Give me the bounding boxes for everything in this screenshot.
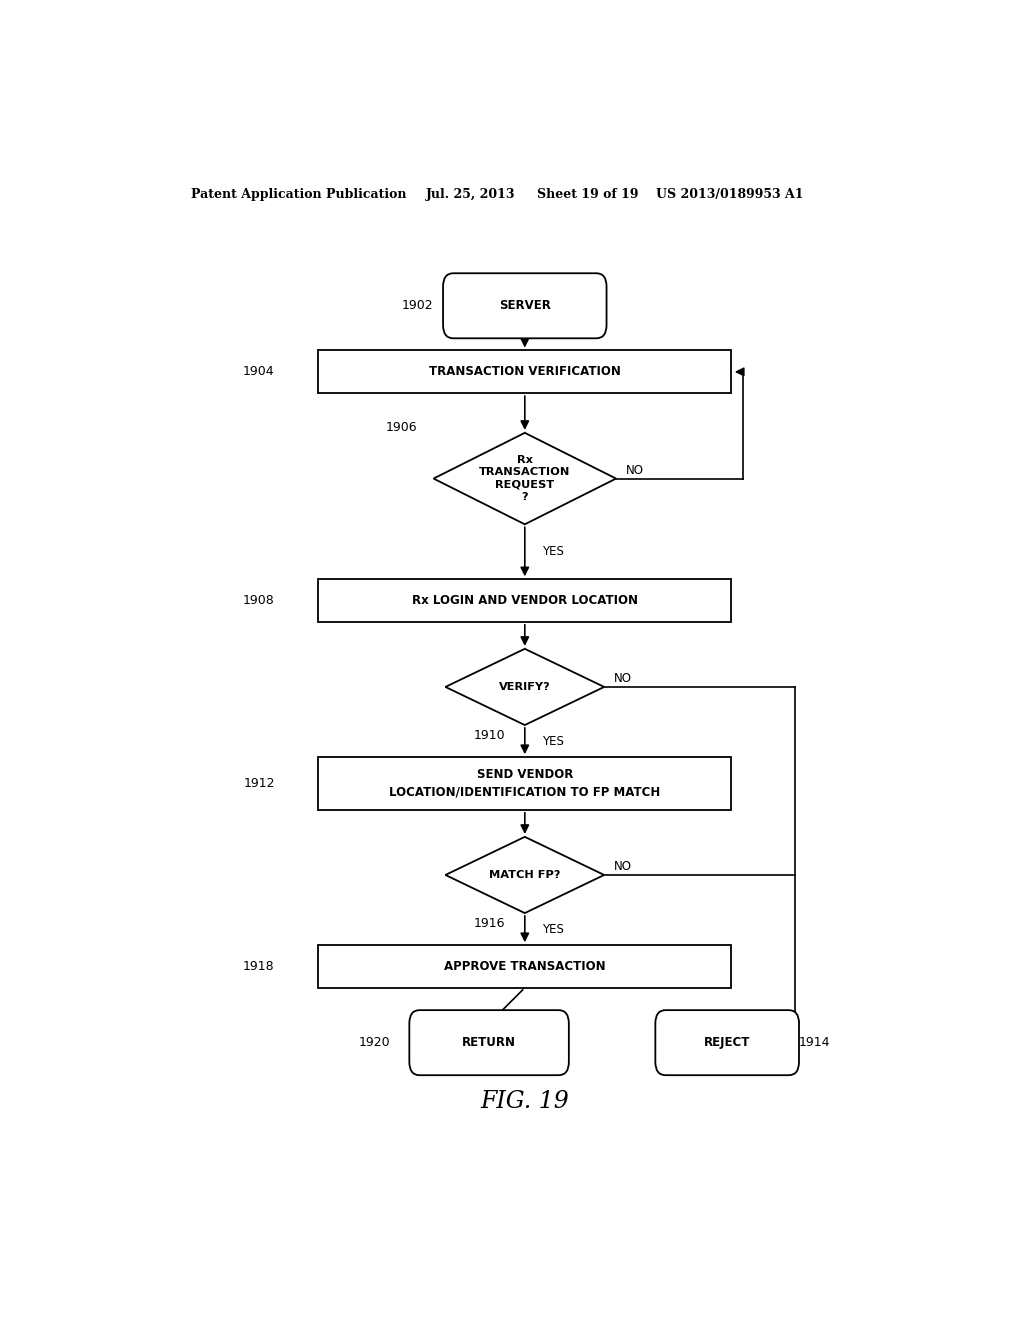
Polygon shape: [445, 837, 604, 913]
FancyBboxPatch shape: [318, 579, 731, 622]
Text: Sheet 19 of 19: Sheet 19 of 19: [537, 189, 638, 202]
Text: Rx LOGIN AND VENDOR LOCATION: Rx LOGIN AND VENDOR LOCATION: [412, 594, 638, 607]
Text: 1908: 1908: [243, 594, 274, 607]
Text: 1904: 1904: [243, 366, 274, 379]
FancyBboxPatch shape: [443, 273, 606, 338]
Polygon shape: [433, 433, 616, 524]
Text: REJECT: REJECT: [703, 1036, 751, 1049]
Text: US 2013/0189953 A1: US 2013/0189953 A1: [655, 189, 803, 202]
Text: 1920: 1920: [358, 1036, 390, 1049]
FancyBboxPatch shape: [655, 1010, 799, 1076]
Text: 1910: 1910: [473, 729, 505, 742]
FancyBboxPatch shape: [318, 945, 731, 987]
Text: 1906: 1906: [386, 421, 418, 434]
Text: VERIFY?: VERIFY?: [499, 682, 551, 692]
Text: SERVER: SERVER: [499, 300, 551, 313]
Text: SEND VENDOR
LOCATION/IDENTIFICATION TO FP MATCH: SEND VENDOR LOCATION/IDENTIFICATION TO F…: [389, 768, 660, 799]
FancyBboxPatch shape: [318, 758, 731, 810]
Text: 1914: 1914: [799, 1036, 830, 1049]
FancyBboxPatch shape: [410, 1010, 569, 1076]
Text: 1918: 1918: [243, 960, 274, 973]
Text: FIG. 19: FIG. 19: [480, 1090, 569, 1113]
Text: APPROVE TRANSACTION: APPROVE TRANSACTION: [444, 960, 605, 973]
Text: 1916: 1916: [473, 917, 505, 931]
Text: Jul. 25, 2013: Jul. 25, 2013: [426, 189, 515, 202]
Text: 1912: 1912: [243, 777, 274, 789]
Text: YES: YES: [543, 923, 564, 936]
Text: NO: NO: [626, 463, 644, 477]
Text: YES: YES: [543, 734, 564, 747]
Text: RETURN: RETURN: [462, 1036, 516, 1049]
Text: NO: NO: [613, 672, 632, 685]
Text: YES: YES: [543, 545, 564, 558]
FancyBboxPatch shape: [318, 351, 731, 393]
Text: MATCH FP?: MATCH FP?: [489, 870, 560, 880]
Text: Patent Application Publication: Patent Application Publication: [191, 189, 407, 202]
Text: TRANSACTION VERIFICATION: TRANSACTION VERIFICATION: [429, 366, 621, 379]
Text: NO: NO: [613, 861, 632, 874]
Text: Rx
TRANSACTION
REQUEST
?: Rx TRANSACTION REQUEST ?: [479, 455, 570, 502]
Text: 1902: 1902: [401, 300, 433, 313]
Polygon shape: [445, 649, 604, 725]
